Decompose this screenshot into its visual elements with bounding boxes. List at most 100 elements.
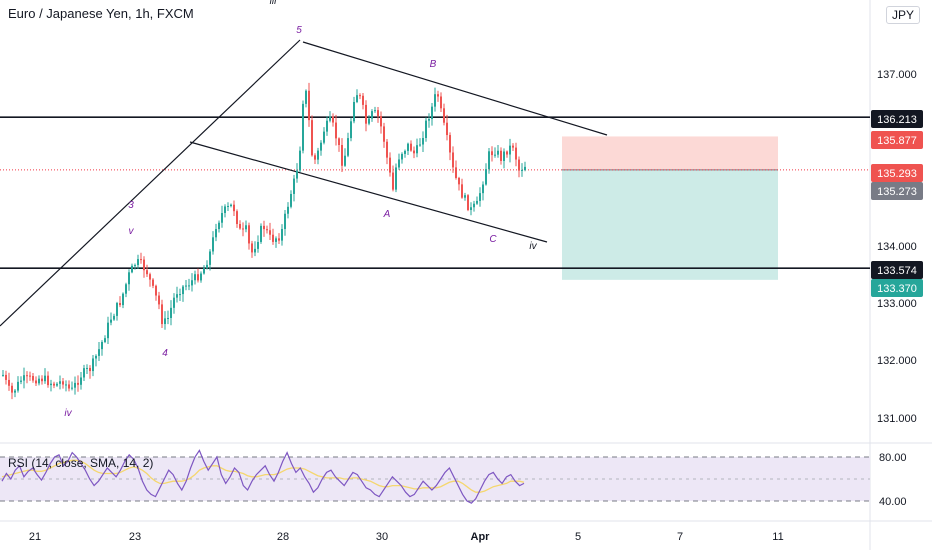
candle	[173, 293, 175, 314]
price-tick-label: 132.000	[877, 355, 917, 367]
candle	[464, 192, 466, 201]
candle	[485, 163, 487, 186]
candle	[146, 264, 148, 278]
candle	[428, 113, 430, 128]
candle	[476, 196, 478, 205]
candle-body	[383, 126, 385, 142]
candle	[143, 256, 145, 278]
candle	[23, 367, 25, 389]
candle-body	[122, 293, 124, 306]
candle-body	[512, 145, 514, 148]
candle-body	[68, 384, 70, 389]
candle	[374, 106, 376, 113]
candle	[206, 260, 208, 270]
rsi-tick-label: 40.00	[879, 496, 907, 508]
candle-body	[167, 317, 169, 319]
candle	[92, 354, 94, 377]
rsi-line	[1, 449, 525, 504]
candle-body	[191, 280, 193, 286]
candle-body	[179, 294, 181, 296]
candle-body	[287, 206, 289, 214]
trend-line-impulse	[0, 39, 301, 327]
candle-body	[410, 143, 412, 151]
candle-body	[101, 341, 103, 350]
candle-body	[74, 382, 76, 388]
candle-body	[485, 169, 487, 185]
candle	[209, 249, 211, 271]
candle	[320, 140, 322, 156]
candle	[167, 310, 169, 325]
candle-body	[2, 374, 4, 376]
candle	[338, 137, 340, 152]
time-tick-label: 5	[575, 531, 581, 543]
rsi-title: RSI (14, close, SMA, 14, 2)	[8, 456, 154, 470]
candle	[32, 373, 34, 383]
candle-body	[296, 170, 298, 179]
candle-body	[317, 150, 319, 160]
candle	[380, 111, 382, 134]
candle	[407, 142, 409, 156]
candle-body	[413, 150, 415, 154]
rsi-tick-label: 80.00	[879, 452, 907, 464]
candle-body	[116, 303, 118, 316]
candle-body	[404, 150, 406, 154]
candle	[35, 376, 37, 386]
candle-body	[281, 228, 283, 241]
candle-body	[227, 206, 229, 208]
candle-body	[203, 268, 205, 274]
candle	[11, 382, 13, 400]
candle-body	[200, 273, 202, 281]
candle	[215, 223, 217, 242]
candle-body	[299, 150, 301, 171]
candle-body	[140, 259, 142, 261]
candle-body	[176, 294, 178, 298]
candle-body	[386, 141, 388, 158]
candle	[116, 301, 118, 321]
candle-body	[23, 375, 25, 381]
candle	[194, 270, 196, 285]
candle	[506, 150, 508, 158]
candle	[356, 89, 358, 104]
candle-body	[245, 225, 247, 230]
wave-label-5: A	[383, 209, 391, 220]
candle-body	[398, 159, 400, 168]
currency-badge[interactable]: JPY	[886, 6, 921, 24]
candle	[47, 371, 49, 388]
candle	[494, 147, 496, 158]
candle-body	[56, 383, 58, 386]
candle	[62, 377, 64, 389]
candle	[305, 89, 307, 108]
candle-body	[182, 286, 184, 295]
candle-body	[254, 248, 256, 253]
wave-label-6: B	[430, 59, 437, 70]
candle	[77, 375, 79, 392]
candle	[275, 236, 277, 248]
candle-body	[509, 145, 511, 155]
candle	[278, 233, 280, 244]
candle-body	[293, 178, 295, 194]
candle	[59, 375, 61, 390]
candle-body	[236, 211, 238, 225]
candle	[425, 117, 427, 142]
candle	[353, 96, 355, 124]
candle-body	[374, 110, 376, 112]
price-badge: 135.293	[871, 164, 923, 182]
wave-label-3: 4	[162, 348, 168, 359]
time-tick-label: Apr	[471, 531, 491, 543]
candle	[86, 364, 88, 374]
candle	[344, 148, 346, 167]
candle-body	[503, 151, 505, 161]
candle	[413, 146, 415, 159]
candle-body	[362, 95, 364, 105]
candle	[443, 103, 445, 126]
candle	[524, 161, 526, 172]
time-tick-label: 11	[772, 531, 783, 543]
candle	[239, 220, 241, 230]
candle-body	[428, 119, 430, 121]
candle-body	[467, 195, 469, 210]
candle	[236, 209, 238, 228]
candle	[203, 265, 205, 275]
candle-body	[365, 104, 367, 124]
candle-body	[134, 265, 136, 267]
